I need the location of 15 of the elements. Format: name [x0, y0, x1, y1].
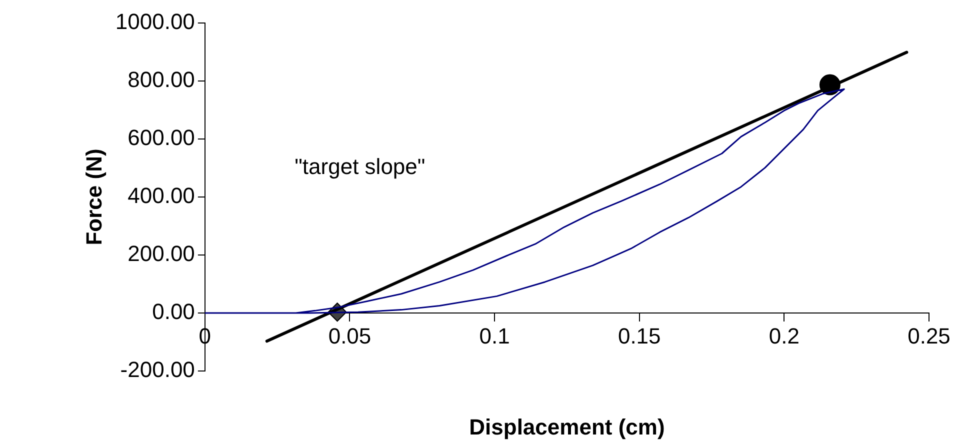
y-tick-label: 600.00	[128, 125, 195, 150]
x-axis-title: Displacement (cm)	[469, 414, 665, 440]
x-tick-label: 0.05	[328, 323, 372, 348]
x-tick-label: 0.1	[479, 323, 510, 348]
y-tick-label: -200.00	[120, 357, 195, 382]
y-tick-label: 200.00	[128, 241, 195, 266]
y-tick-label: 400.00	[128, 183, 195, 208]
y-axis-title: Force (N)	[81, 148, 106, 246]
annotation: "target slope"	[294, 154, 426, 180]
y-tick-label: 800.00	[128, 67, 195, 92]
x-tick-label: 0.25	[908, 323, 950, 348]
y-tick-label: 1000.00	[115, 9, 195, 34]
x-tick-label: 0.2	[768, 323, 800, 348]
x-tick-label: 0.15	[618, 323, 661, 348]
y-tick-label: 0.00	[152, 299, 195, 324]
